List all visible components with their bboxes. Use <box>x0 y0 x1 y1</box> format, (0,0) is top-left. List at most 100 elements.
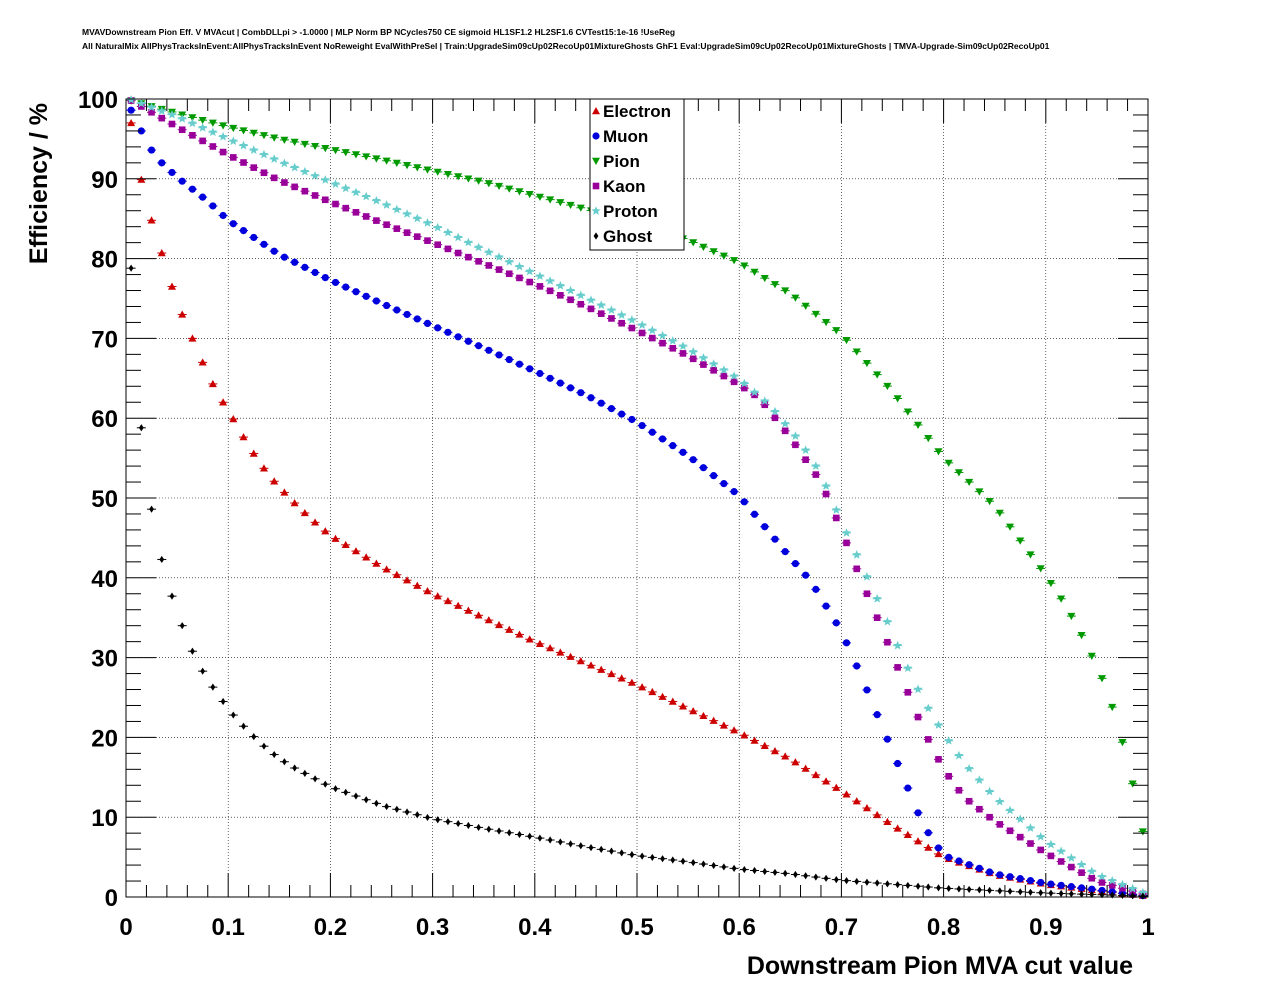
data-point-proton <box>1025 823 1036 832</box>
data-point-kaon <box>403 229 411 236</box>
data-point-ghost <box>292 764 298 772</box>
data-point-muon <box>168 168 176 177</box>
data-point-electron <box>760 741 769 749</box>
data-point-pion <box>219 122 228 130</box>
y-tick-label: 70 <box>91 326 118 353</box>
data-point-proton <box>719 365 729 374</box>
data-point-electron <box>678 702 687 710</box>
data-point-electron <box>699 711 708 720</box>
data-point-muon <box>239 226 248 235</box>
data-point-pion <box>811 310 820 319</box>
data-point-ghost <box>660 855 665 863</box>
data-point-proton <box>1107 875 1117 885</box>
data-point-ghost <box>476 823 481 832</box>
data-point-kaon <box>219 148 227 156</box>
data-point-kaon <box>638 329 646 337</box>
legend-label-ghost: Ghost <box>603 227 652 246</box>
data-point-muon <box>403 310 411 319</box>
data-point-kaon <box>270 174 278 182</box>
data-point-kaon <box>485 262 493 269</box>
data-point-kaon <box>158 114 166 122</box>
data-point-kaon <box>475 258 482 265</box>
data-point-ghost <box>639 852 645 860</box>
data-point-electron <box>403 576 412 584</box>
data-point-kaon <box>1119 884 1126 892</box>
data-point-muon <box>464 337 472 345</box>
data-point-muon <box>260 240 268 248</box>
data-point-pion <box>290 138 299 147</box>
data-point-muon <box>802 571 810 579</box>
data-point-kaon <box>342 204 350 212</box>
data-point-pion <box>331 147 340 155</box>
data-point-pion <box>454 173 463 181</box>
x-tick-label: 0.9 <box>1029 914 1062 941</box>
data-point-muon <box>423 319 432 327</box>
data-point-kaon <box>230 154 237 161</box>
data-point-pion <box>208 119 217 127</box>
y-tick-label: 10 <box>91 805 118 832</box>
data-point-ghost <box>946 884 952 893</box>
data-point-ghost <box>772 868 778 877</box>
data-point-kaon <box>352 209 360 216</box>
data-point-pion <box>576 204 585 212</box>
data-point-ghost <box>506 829 512 837</box>
data-point-kaon <box>1057 858 1065 865</box>
data-point-kaon <box>597 310 605 317</box>
data-point-muon <box>444 328 452 336</box>
data-point-muon <box>720 480 728 488</box>
data-point-ghost <box>384 802 390 811</box>
data-point-proton <box>535 271 545 281</box>
data-point-muon <box>311 268 319 277</box>
data-point-ghost <box>1007 887 1013 895</box>
data-point-kaon <box>516 274 523 282</box>
data-point-proton <box>228 136 238 146</box>
data-point-ghost <box>1038 889 1044 897</box>
data-point-ghost <box>1140 892 1146 900</box>
data-point-proton <box>218 131 228 141</box>
data-point-ghost <box>486 825 492 833</box>
data-point-electron <box>188 334 197 342</box>
data-point-electron <box>341 540 350 549</box>
data-point-proton <box>862 572 872 581</box>
series-proton <box>126 95 1148 897</box>
data-point-proton <box>1117 879 1128 889</box>
data-point-pion <box>464 175 473 183</box>
data-point-proton <box>933 720 944 729</box>
data-point-electron <box>208 379 217 388</box>
data-point-muon <box>873 711 881 719</box>
data-point-electron <box>811 770 820 779</box>
data-point-kaon <box>465 253 472 261</box>
data-point-muon <box>147 146 156 154</box>
data-point-pion <box>443 170 452 179</box>
data-point-kaon <box>281 179 288 186</box>
data-point-proton <box>1015 814 1025 824</box>
data-point-electron <box>566 652 575 660</box>
data-point-ghost <box>537 834 543 842</box>
data-point-muon <box>1077 884 1086 892</box>
data-point-kaon <box>1108 882 1116 889</box>
data-point-ghost <box>762 867 768 876</box>
data-point-proton <box>1046 839 1056 849</box>
legend-entries: Electron Muon Pion Kaon Proton Ghost <box>591 102 671 246</box>
data-point-pion <box>474 177 483 185</box>
data-point-muon <box>556 379 564 387</box>
data-point-ghost <box>1058 889 1064 898</box>
data-point-proton <box>954 750 964 760</box>
data-point-pion <box>709 248 718 256</box>
data-point-pion <box>822 319 831 327</box>
data-point-electron <box>474 611 483 619</box>
data-point-proton <box>463 237 473 247</box>
data-point-pion <box>1077 632 1086 640</box>
data-point-pion <box>750 268 759 276</box>
data-point-pion <box>801 302 810 310</box>
data-point-kaon <box>148 109 155 116</box>
data-point-kaon <box>393 225 401 232</box>
data-point-ghost <box>782 869 788 877</box>
data-point-proton <box>320 175 330 184</box>
data-point-ghost <box>149 505 154 513</box>
data-point-kaon <box>1016 833 1024 841</box>
data-point-electron <box>157 249 166 257</box>
data-point-electron <box>198 358 207 366</box>
data-point-kaon <box>291 183 298 191</box>
data-point-electron <box>484 616 493 624</box>
